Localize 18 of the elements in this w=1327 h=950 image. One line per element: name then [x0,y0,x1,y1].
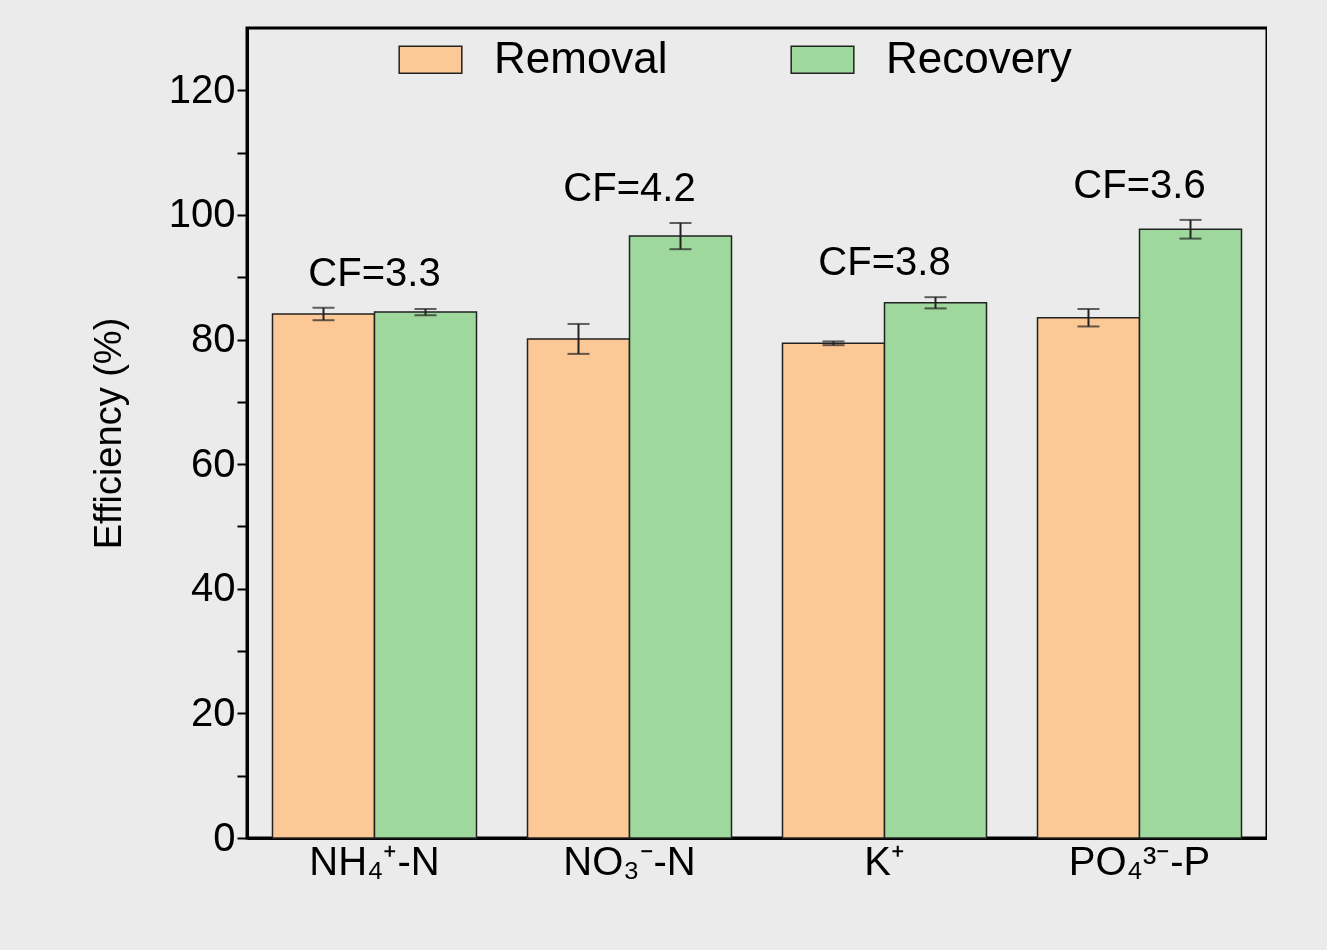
legend-label: Removal [494,32,668,82]
y-tick-label: 40 [191,565,236,610]
annotation: CF=4.2 [563,165,696,210]
annotation: CF=3.6 [1073,161,1206,206]
x-tick-label: K⁺ [864,838,905,883]
legend-label: Recovery [886,32,1072,82]
x-tick-label: NO₃⁻-N [563,838,696,883]
x-tick-label: NH₄⁺-N [309,838,440,883]
y-tick-label: 0 [213,814,236,859]
y-axis-title: Efficiency (%) [86,317,129,550]
x-tick-label: PO₄³⁻-P [1068,838,1211,883]
annotation: CF=3.3 [308,249,441,294]
y-tick-label: 120 [168,66,236,111]
y-tick-label: 100 [168,191,236,236]
y-tick-label: 60 [191,440,236,485]
annotation: CF=3.8 [818,239,951,284]
y-tick-label: 80 [191,316,236,361]
y-tick-label: 20 [191,689,236,734]
